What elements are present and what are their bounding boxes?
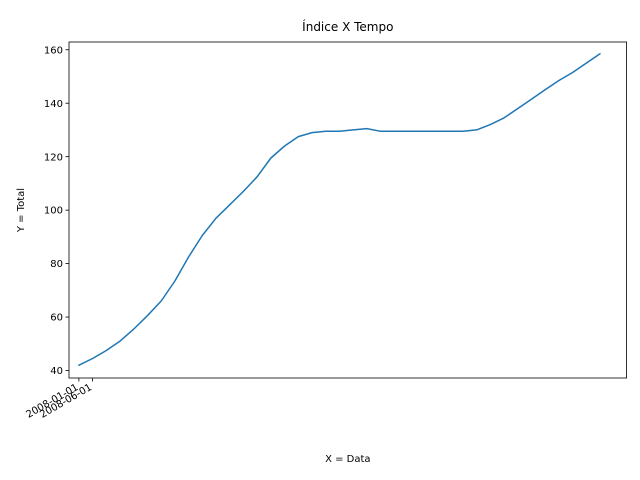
chart-title: Índice X Tempo: [302, 19, 393, 34]
y-tick-label: 60: [50, 313, 63, 324]
y-tick-label: 100: [44, 206, 63, 217]
y-axis-title: Y = Total: [16, 188, 27, 233]
series-line: [78, 53, 601, 366]
x-axis-title: X = Data: [325, 454, 370, 465]
y-tick-label: 140: [44, 99, 63, 110]
y-axis-ticks: 40 60 80 100 120 140 160: [44, 45, 69, 377]
y-tick-label: 40: [50, 366, 63, 377]
plot-area: [68, 41, 627, 379]
y-tick-label: 160: [44, 45, 63, 56]
series-group: [78, 53, 601, 366]
plot-frame: [68, 41, 627, 379]
y-tick-label: 80: [50, 259, 63, 270]
y-tick-label: 120: [44, 152, 63, 163]
